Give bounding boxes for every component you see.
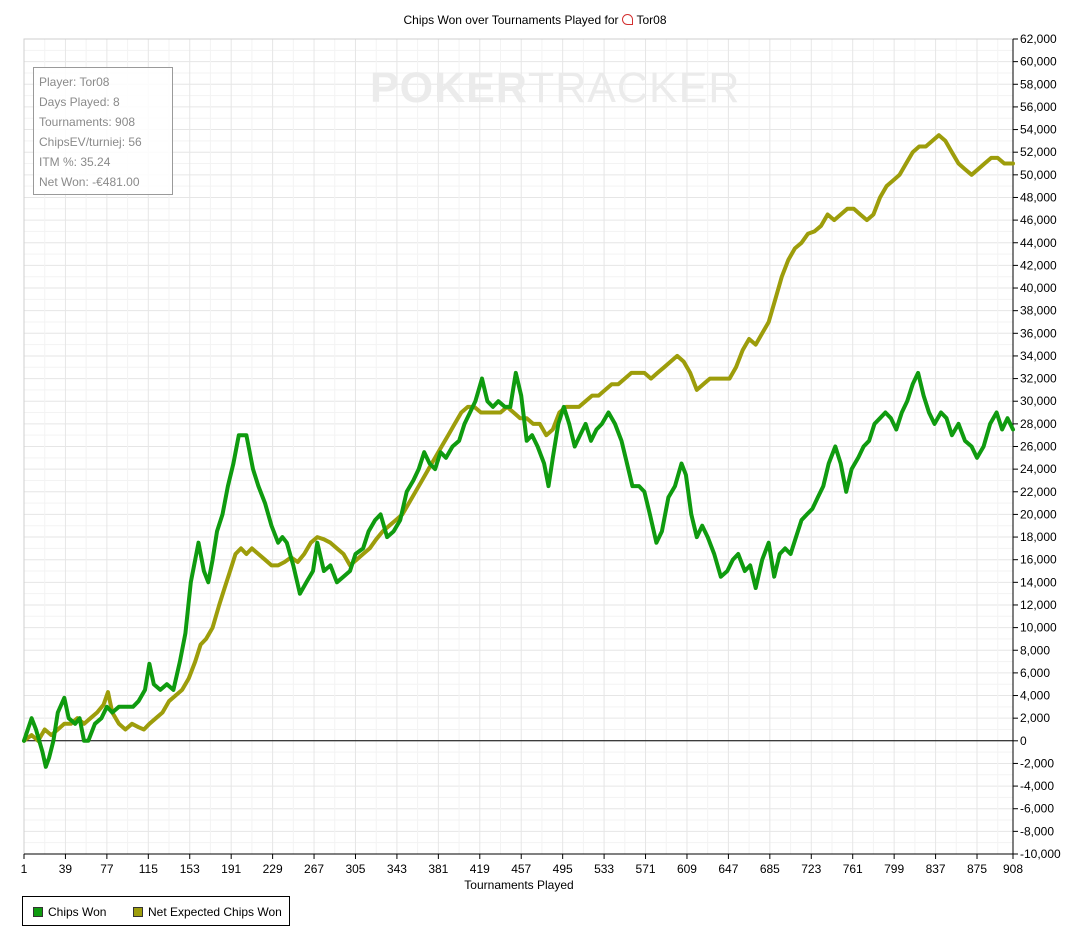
stat-tournaments: Tournaments: 908 <box>39 115 136 129</box>
series-line-chips-won <box>22 370 1015 769</box>
y-tick-label: 8,000 <box>1020 643 1050 657</box>
series-layer <box>22 133 1015 769</box>
axes: 62,000 60,000 58,000 56,000 54,000 52,000 50,0… <box>21 32 1061 876</box>
y-tick-label: 22,000 <box>1020 485 1057 499</box>
x-tick-label: 799 <box>884 862 904 876</box>
stat-player: Player: Tor08 <box>39 75 110 89</box>
y-tick-label: -4,000 <box>1020 779 1054 793</box>
x-tick-label: 647 <box>718 862 738 876</box>
x-tick-label: 381 <box>428 862 448 876</box>
y-tick-label: 12,000 <box>1020 598 1057 612</box>
x-tick-label: 77 <box>100 862 114 876</box>
y-tick-label: 44,000 <box>1020 236 1057 250</box>
x-axis-label: Tournaments Played <box>464 878 573 892</box>
x-tick-label: 495 <box>553 862 573 876</box>
y-tick-label: 38,000 <box>1020 304 1057 318</box>
x-tick-label: 1 <box>21 862 28 876</box>
y-tick-label: 16,000 <box>1020 553 1057 567</box>
grid <box>24 38 1013 855</box>
x-tick-label: 837 <box>926 862 946 876</box>
x-tick-label: 229 <box>263 862 283 876</box>
y-tick-label: 0 <box>1020 734 1027 748</box>
x-tick-label: 153 <box>180 862 200 876</box>
watermark-part1: POKER <box>370 64 528 112</box>
y-tick-label: 34,000 <box>1020 349 1057 363</box>
legend-item-chips-won: Chips Won <box>33 905 106 919</box>
chart-title: Chips Won over Tournaments Played for Tor… <box>0 13 1070 27</box>
y-tick-label: 14,000 <box>1020 575 1057 589</box>
y-tick-label: 42,000 <box>1020 258 1057 272</box>
x-tick-label: 609 <box>677 862 697 876</box>
y-tick-label: 52,000 <box>1020 145 1057 159</box>
y-tick-label: 18,000 <box>1020 530 1057 544</box>
y-tick-label: 32,000 <box>1020 372 1057 386</box>
y-tick-label: 40,000 <box>1020 281 1057 295</box>
y-tick-label: 60,000 <box>1020 55 1057 69</box>
y-tick-label: 6,000 <box>1020 666 1050 680</box>
stat-net-won: Net Won: -€481.00 <box>39 175 140 189</box>
stat-itm: ITM %: 35.24 <box>39 155 111 169</box>
watermark-part2: TRACKER <box>527 64 741 112</box>
y-tick-label: 48,000 <box>1020 190 1057 204</box>
x-tick-label: 685 <box>760 862 780 876</box>
series-line-net-expected-chips-won <box>22 133 1015 743</box>
x-tick-label: 267 <box>304 862 324 876</box>
x-tick-label: 343 <box>387 862 407 876</box>
stat-days-played: Days Played: 8 <box>39 95 120 109</box>
y-tick-label: 36,000 <box>1020 326 1057 340</box>
x-tick-label: 875 <box>967 862 987 876</box>
y-tick-label: 50,000 <box>1020 168 1057 182</box>
y-tick-label: 2,000 <box>1020 711 1050 725</box>
y-tick-label: -8,000 <box>1020 824 1054 838</box>
legend: Chips Won Net Expected Chips Won <box>22 896 290 926</box>
x-tick-label: 533 <box>594 862 614 876</box>
chart-title-text: Chips Won over Tournaments Played for <box>403 13 619 27</box>
legend-label-chips-won: Chips Won <box>48 905 107 919</box>
legend-swatch-net-expected <box>133 907 143 917</box>
y-tick-label: 56,000 <box>1020 100 1057 114</box>
x-tick-label: 419 <box>470 862 490 876</box>
y-tick-label: -2,000 <box>1020 756 1054 770</box>
y-tick-label: 58,000 <box>1020 77 1057 91</box>
x-tick-label: 191 <box>221 862 241 876</box>
y-tick-label: 10,000 <box>1020 621 1057 635</box>
y-tick-label: 24,000 <box>1020 462 1057 476</box>
player-name: Tor08 <box>636 13 667 27</box>
x-tick-label: 39 <box>59 862 73 876</box>
legend-item-net-expected: Net Expected Chips Won <box>133 905 282 919</box>
y-tick-label: 54,000 <box>1020 123 1057 137</box>
x-tick-label: 761 <box>843 862 863 876</box>
legend-swatch-chips-won <box>33 907 43 917</box>
y-tick-label: -6,000 <box>1020 802 1054 816</box>
y-tick-label: 62,000 <box>1020 32 1057 46</box>
y-tick-label: 46,000 <box>1020 213 1057 227</box>
y-tick-label: 20,000 <box>1020 507 1057 521</box>
y-tick-label: 4,000 <box>1020 689 1050 703</box>
y-tick-label: 30,000 <box>1020 394 1057 408</box>
x-tick-label: 723 <box>801 862 821 876</box>
stat-chips-ev: ChipsEV/turniej: 56 <box>39 135 142 149</box>
player-flag-icon <box>622 14 634 25</box>
y-tick-label: -10,000 <box>1020 847 1061 861</box>
y-tick-label: 26,000 <box>1020 440 1057 454</box>
x-tick-label: 457 <box>511 862 531 876</box>
x-tick-label: 908 <box>1003 862 1023 876</box>
x-tick-label: 571 <box>636 862 656 876</box>
legend-label-net-expected: Net Expected Chips Won <box>148 905 282 919</box>
poker-tracker-watermark-logo: POKERTRACKER <box>370 64 740 113</box>
y-tick-label: 28,000 <box>1020 417 1057 431</box>
x-tick-label: 115 <box>139 862 158 876</box>
x-tick-label: 305 <box>345 862 365 876</box>
player-stats-box: Player: Tor08 Days Played: 8 Tournaments… <box>33 67 173 195</box>
